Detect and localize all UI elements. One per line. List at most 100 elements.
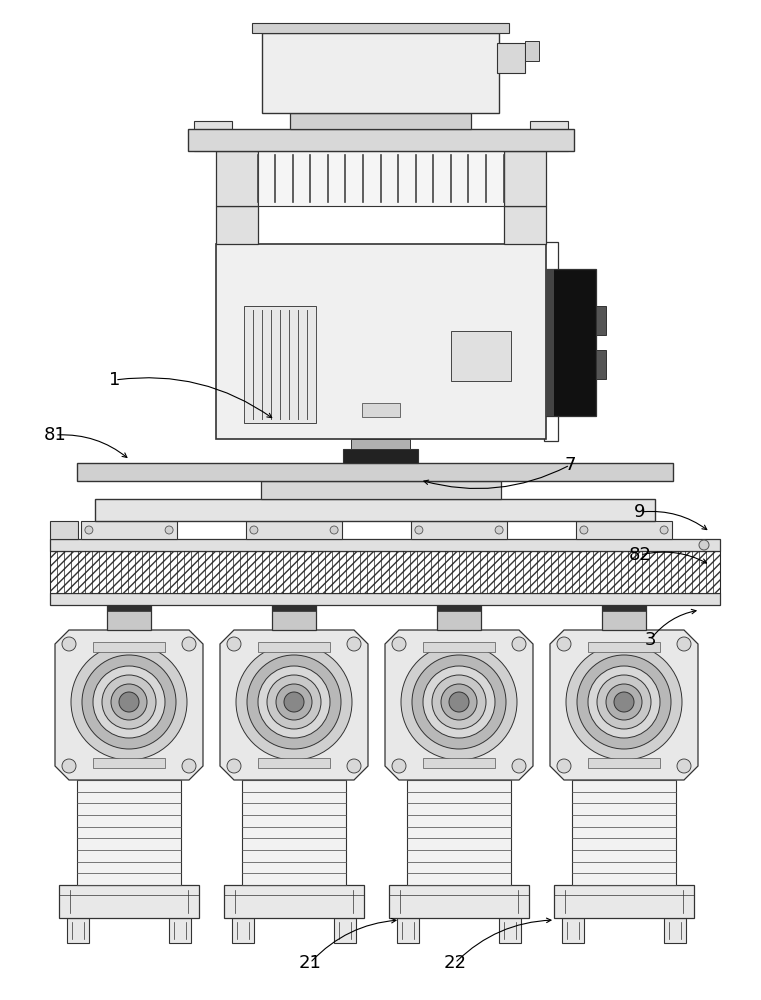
Bar — [232, 918, 254, 943]
Circle shape — [276, 684, 312, 720]
Bar — [596, 306, 606, 335]
Circle shape — [677, 759, 691, 773]
Bar — [411, 521, 507, 539]
Bar — [242, 780, 345, 885]
Circle shape — [165, 526, 173, 534]
Circle shape — [512, 637, 526, 651]
Circle shape — [62, 637, 76, 651]
Circle shape — [62, 759, 76, 773]
Circle shape — [580, 526, 588, 534]
Circle shape — [71, 644, 187, 760]
Bar — [215, 151, 257, 206]
Bar — [525, 41, 540, 61]
Bar — [193, 121, 231, 151]
Circle shape — [227, 637, 241, 651]
Circle shape — [432, 675, 486, 729]
Bar — [272, 605, 317, 630]
Bar — [437, 605, 481, 611]
Bar — [437, 605, 481, 630]
Bar — [664, 918, 686, 943]
Bar — [497, 43, 525, 73]
Bar — [50, 521, 78, 539]
Circle shape — [412, 655, 506, 749]
Circle shape — [512, 759, 526, 773]
Circle shape — [566, 644, 682, 760]
Circle shape — [227, 759, 241, 773]
Bar — [423, 758, 495, 768]
Circle shape — [614, 692, 634, 712]
Bar — [107, 605, 151, 611]
Text: 81: 81 — [43, 426, 66, 444]
Circle shape — [93, 666, 165, 738]
Circle shape — [699, 540, 709, 550]
Bar — [572, 780, 676, 885]
Bar — [588, 758, 660, 768]
Bar — [262, 33, 499, 113]
Circle shape — [267, 675, 321, 729]
Circle shape — [85, 526, 93, 534]
Text: 1: 1 — [110, 371, 121, 389]
Text: 7: 7 — [564, 456, 576, 474]
Text: 9: 9 — [634, 503, 646, 521]
Bar — [397, 918, 419, 943]
Text: 82: 82 — [629, 546, 651, 564]
Circle shape — [401, 644, 517, 760]
Bar — [588, 642, 660, 652]
Circle shape — [347, 759, 361, 773]
Circle shape — [588, 666, 660, 738]
Bar — [215, 244, 546, 439]
Circle shape — [82, 655, 176, 749]
Bar — [59, 885, 199, 918]
Bar — [252, 23, 509, 33]
Bar — [50, 551, 720, 593]
Circle shape — [449, 692, 469, 712]
Bar — [94, 642, 164, 652]
Circle shape — [182, 637, 196, 651]
Bar — [546, 269, 596, 416]
Bar — [389, 885, 529, 918]
Circle shape — [423, 666, 495, 738]
Circle shape — [597, 675, 651, 729]
Bar — [259, 642, 330, 652]
Bar — [77, 463, 673, 481]
Circle shape — [258, 666, 330, 738]
Bar — [257, 151, 504, 206]
Bar — [576, 521, 672, 539]
Bar — [602, 605, 646, 611]
Circle shape — [495, 526, 503, 534]
Circle shape — [660, 526, 668, 534]
Bar — [423, 642, 495, 652]
Circle shape — [284, 692, 304, 712]
Circle shape — [182, 759, 196, 773]
Polygon shape — [385, 630, 533, 780]
Circle shape — [557, 637, 571, 651]
Bar — [543, 242, 558, 441]
Polygon shape — [220, 630, 368, 780]
Bar — [407, 780, 511, 885]
Circle shape — [347, 637, 361, 651]
Bar — [530, 121, 568, 151]
Circle shape — [111, 684, 147, 720]
Bar — [94, 758, 164, 768]
Bar — [260, 481, 501, 499]
Bar — [272, 605, 317, 611]
Bar — [562, 918, 584, 943]
Bar — [50, 593, 720, 605]
Circle shape — [441, 684, 477, 720]
Circle shape — [677, 637, 691, 651]
Circle shape — [330, 526, 338, 534]
Bar — [215, 206, 257, 244]
Circle shape — [250, 526, 258, 534]
Bar — [259, 758, 330, 768]
Bar — [187, 129, 574, 151]
Bar — [290, 113, 471, 129]
Bar — [50, 539, 720, 551]
Bar — [334, 918, 356, 943]
Polygon shape — [550, 630, 698, 780]
Circle shape — [102, 675, 156, 729]
Circle shape — [557, 759, 571, 773]
Polygon shape — [55, 630, 203, 780]
Text: 22: 22 — [444, 954, 466, 972]
Bar — [361, 403, 400, 417]
Text: 3: 3 — [645, 631, 656, 649]
